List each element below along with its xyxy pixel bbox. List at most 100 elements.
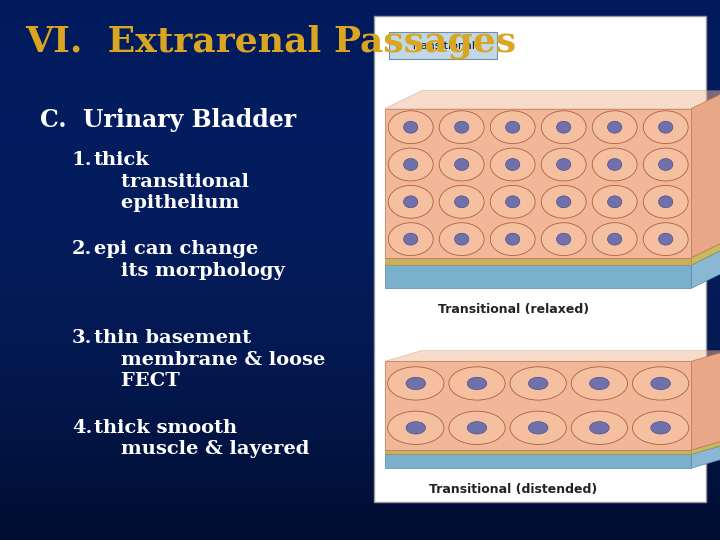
Ellipse shape xyxy=(608,233,622,245)
Polygon shape xyxy=(385,350,720,361)
Bar xyxy=(0,139,720,144)
Ellipse shape xyxy=(593,185,637,218)
Text: Transitional (relaxed): Transitional (relaxed) xyxy=(438,303,589,316)
Bar xyxy=(0,396,720,401)
Bar xyxy=(0,148,720,153)
Ellipse shape xyxy=(593,148,637,181)
Text: VI.  Extrarenal Passages: VI. Extrarenal Passages xyxy=(25,24,516,59)
Bar xyxy=(0,333,720,338)
Bar xyxy=(0,247,720,252)
Ellipse shape xyxy=(403,196,418,208)
Bar xyxy=(0,23,720,27)
Ellipse shape xyxy=(388,111,433,144)
Bar xyxy=(0,99,720,104)
Ellipse shape xyxy=(528,422,548,434)
Bar xyxy=(0,459,720,463)
Bar xyxy=(0,328,720,333)
Bar xyxy=(0,18,720,23)
Ellipse shape xyxy=(571,411,628,444)
Text: Transitional: Transitional xyxy=(411,41,474,51)
Bar xyxy=(0,108,720,112)
Bar xyxy=(0,153,720,158)
Bar xyxy=(0,405,720,409)
Bar xyxy=(0,202,720,207)
Bar xyxy=(0,58,720,63)
Bar xyxy=(0,45,720,50)
Bar xyxy=(0,526,720,531)
Ellipse shape xyxy=(403,233,418,245)
Ellipse shape xyxy=(406,422,426,434)
Ellipse shape xyxy=(403,159,418,171)
Ellipse shape xyxy=(454,121,469,133)
Polygon shape xyxy=(385,440,720,450)
Bar xyxy=(0,270,720,274)
Polygon shape xyxy=(385,247,720,265)
Bar xyxy=(0,401,720,405)
Ellipse shape xyxy=(439,111,484,144)
Bar xyxy=(0,144,720,148)
Bar xyxy=(0,162,720,166)
Ellipse shape xyxy=(454,196,469,208)
Ellipse shape xyxy=(490,185,535,218)
Bar xyxy=(0,441,720,445)
Bar xyxy=(0,117,720,122)
Bar xyxy=(0,198,720,202)
Bar xyxy=(0,90,720,94)
Bar xyxy=(0,180,720,185)
Ellipse shape xyxy=(632,367,689,400)
Ellipse shape xyxy=(590,377,609,390)
Ellipse shape xyxy=(643,222,688,255)
Ellipse shape xyxy=(557,196,571,208)
Text: 2.: 2. xyxy=(72,240,92,258)
Ellipse shape xyxy=(388,222,433,255)
Bar xyxy=(0,40,720,45)
Ellipse shape xyxy=(388,185,433,218)
Bar xyxy=(0,0,720,4)
Ellipse shape xyxy=(643,185,688,218)
Bar xyxy=(0,212,720,216)
Ellipse shape xyxy=(659,196,673,208)
Bar xyxy=(0,360,720,364)
Bar xyxy=(0,77,720,81)
Text: 3.: 3. xyxy=(72,329,92,347)
Bar xyxy=(0,274,720,279)
Ellipse shape xyxy=(643,111,688,144)
Bar xyxy=(0,72,720,77)
Ellipse shape xyxy=(528,377,548,390)
Bar xyxy=(0,122,720,126)
Bar xyxy=(0,310,720,315)
Bar xyxy=(0,94,720,99)
Bar xyxy=(0,131,720,135)
Bar xyxy=(0,234,720,239)
Bar xyxy=(0,243,720,247)
Bar xyxy=(0,355,720,360)
Ellipse shape xyxy=(505,159,520,171)
Bar xyxy=(0,342,720,347)
Bar xyxy=(0,486,720,490)
Bar xyxy=(0,324,720,328)
Ellipse shape xyxy=(557,233,571,245)
Bar xyxy=(0,374,720,378)
Bar xyxy=(0,279,720,284)
Bar xyxy=(0,468,720,472)
Ellipse shape xyxy=(454,159,469,171)
Bar xyxy=(0,414,720,418)
Ellipse shape xyxy=(505,121,520,133)
Ellipse shape xyxy=(510,367,567,400)
Bar xyxy=(0,338,720,342)
Bar xyxy=(0,306,720,310)
Polygon shape xyxy=(385,361,691,450)
Bar xyxy=(0,500,720,504)
Ellipse shape xyxy=(505,196,520,208)
Text: epi can change
    its morphology: epi can change its morphology xyxy=(94,240,284,280)
Ellipse shape xyxy=(388,148,433,181)
Ellipse shape xyxy=(406,377,426,390)
Bar xyxy=(0,207,720,212)
Ellipse shape xyxy=(659,121,673,133)
Bar xyxy=(0,504,720,509)
Polygon shape xyxy=(691,240,720,265)
Ellipse shape xyxy=(403,121,418,133)
Polygon shape xyxy=(385,109,691,258)
Ellipse shape xyxy=(449,411,505,444)
Bar xyxy=(0,509,720,513)
